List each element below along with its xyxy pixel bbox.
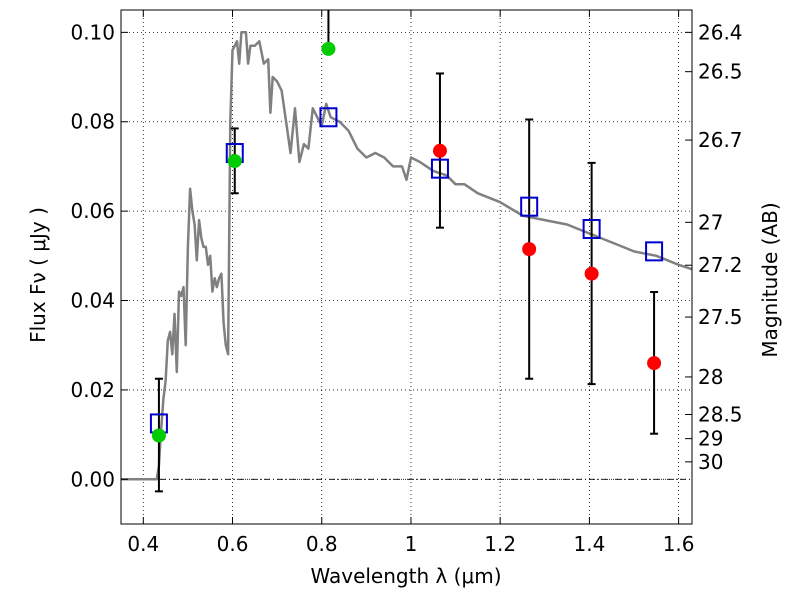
plot-frame [120,9,693,525]
y-tick-label: 0.08 [70,110,115,134]
y-tick-label: 0.02 [70,378,115,402]
y-tick-label: 0.10 [70,20,115,44]
tick-marks [121,10,692,524]
x-tick-label: 1 [405,532,418,556]
y2-tick-label: 27 [698,210,723,234]
red-data-point [522,242,537,257]
y2-tick-label: 28.5 [698,402,743,426]
model-photometry [149,107,664,434]
y-axis-label: Flux Fν ( μJy ) [26,207,50,343]
red-data-point [432,143,447,158]
data-points [151,41,662,443]
red-data-point [584,266,599,281]
x-tick-label: 0.6 [217,532,249,556]
model-spectrum-line [121,31,693,481]
y-tick-labels: 0.00 0.02 0.04 0.06 0.08 0.10 [70,20,115,491]
green-data-point [151,428,166,443]
green-data-point [321,41,336,56]
model-photometry-square [319,107,338,128]
y2-tick-label: 29 [698,427,723,451]
y2-tick-label: 26.4 [698,20,743,44]
green-data-point [227,154,242,169]
x-tick-labels: 0.4 0.6 0.8 1 1.2 1.4 1.6 [127,532,694,556]
y2-tick-label: 26.7 [698,128,743,152]
y2-tick-label: 26.5 [698,60,743,84]
red-data-point [647,356,662,371]
y2-tick-label: 27.5 [698,305,743,329]
grid [121,10,692,524]
x-tick-label: 1.4 [573,532,605,556]
y-tick-label: 0.00 [70,467,115,491]
y2-tick-label: 28 [698,365,723,389]
x-tick-label: 0.8 [306,532,338,556]
y-tick-label: 0.04 [70,289,115,313]
x-tick-label: 1.6 [663,532,695,556]
x-tick-label: 0.4 [127,532,159,556]
model-photometry-square [645,241,664,262]
y2-tick-label: 30 [698,450,723,474]
model-photometry-square [520,196,539,217]
x-tick-label: 1.2 [484,532,516,556]
y2-tick-label: 27.2 [698,253,743,277]
y2-axis-label: Magnitude (AB) [758,202,782,357]
model-photometry-square [582,219,601,240]
model-photometry-square [430,158,449,179]
model-spectrum-layer [121,31,693,481]
y-tick-label: 0.06 [70,199,115,223]
x-axis-label: Wavelength λ (μm) [310,564,501,588]
